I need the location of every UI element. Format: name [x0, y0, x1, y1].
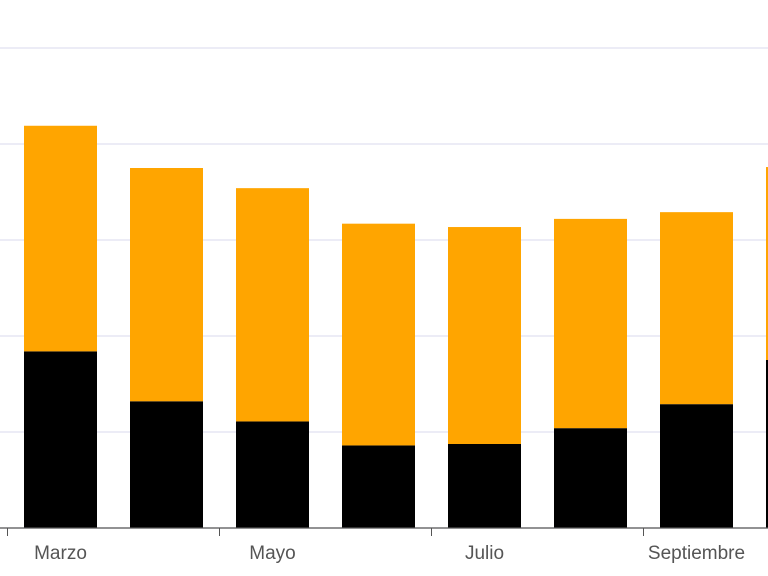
x-tick-label: Marzo [34, 543, 87, 564]
bar-segment [660, 212, 733, 405]
bar-segment [448, 227, 521, 444]
bar-segment [554, 428, 627, 528]
bar-segment [660, 404, 733, 528]
x-tick-label: Septiembre [648, 543, 745, 564]
bar-segment [130, 401, 203, 528]
bar-segment [766, 167, 768, 360]
x-tick-label: Mayo [249, 543, 295, 564]
bar-segment [448, 444, 521, 528]
bar-segment [342, 445, 415, 528]
x-tick-label: Julio [465, 543, 504, 564]
bar-segment [342, 223, 415, 446]
bar-segment [130, 168, 203, 402]
bar-segment [236, 421, 309, 528]
bar-segment [554, 218, 627, 429]
bar-segment [24, 125, 97, 352]
bar-segment [236, 188, 309, 422]
bar-segment [766, 360, 768, 528]
bar-segment [24, 351, 97, 528]
